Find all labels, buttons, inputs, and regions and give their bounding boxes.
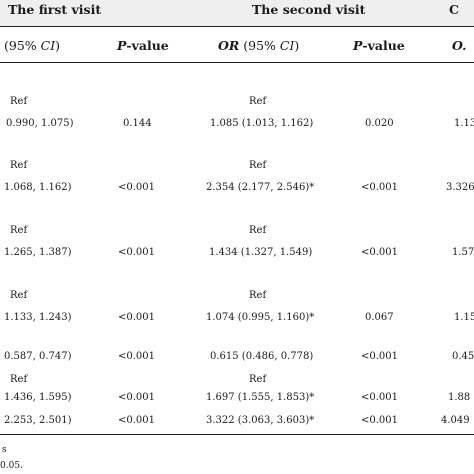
group-header-second-visit: The second visit	[252, 2, 366, 17]
table-cell: <0.001	[118, 351, 156, 362]
table-cell: 1.88	[448, 392, 471, 403]
table-cell: 1.068, 1.162)	[4, 182, 72, 193]
column-header-or-ci-2: OR (95% CI)	[218, 38, 300, 53]
table-cell: Ref	[10, 225, 28, 236]
table-cell: 0.020	[365, 118, 394, 129]
table-cell: 1.13	[454, 118, 474, 129]
table-cell: 4.049	[441, 415, 470, 426]
table-cell: 1.085 (1.013, 1.162)	[210, 118, 314, 129]
table-cell: 0.990, 1.075)	[6, 118, 74, 129]
table-cell: <0.001	[361, 182, 399, 193]
table-cell: <0.001	[361, 247, 399, 258]
table-cell: 1.57	[452, 247, 474, 258]
table-cell: 2.354 (2.177, 2.546)*	[206, 182, 315, 193]
table-cell: 0.067	[365, 312, 394, 323]
table-cell: Ref	[10, 96, 28, 107]
group-header-first-visit: The first visit	[8, 2, 102, 17]
header-rule-top	[0, 26, 474, 27]
table-cell: <0.001	[118, 312, 156, 323]
table-cell: <0.001	[361, 415, 399, 426]
table-bottom-rule	[0, 434, 474, 435]
table-cell: <0.001	[118, 247, 156, 258]
group-header-third-partial: C	[449, 2, 459, 17]
table-cell: 1.697 (1.555, 1.853)*	[206, 392, 315, 403]
table-cell: Ref	[10, 374, 28, 385]
table-cell: 0.615 (0.486, 0.778)	[210, 351, 314, 362]
table-cell: 0.144	[123, 118, 152, 129]
table-cell: Ref	[10, 290, 28, 301]
table-cell: 1.133, 1.243)	[4, 312, 72, 323]
table-cell: Ref	[249, 374, 267, 385]
table-cell: 2.253, 2.501)	[4, 415, 72, 426]
table-cell: Ref	[249, 290, 267, 301]
table-cell: Ref	[249, 225, 267, 236]
table-cell: <0.001	[361, 351, 399, 362]
table-cell: 1.15	[454, 312, 474, 323]
table-cell: Ref	[10, 160, 28, 171]
column-header-or-3-partial: O.	[452, 38, 467, 53]
table-cell: Ref	[249, 96, 267, 107]
column-header-p-value-1: P-value	[117, 38, 169, 53]
table-cell: <0.001	[118, 182, 156, 193]
header-rule-bottom	[0, 62, 474, 63]
table-cell: 1.074 (0.995, 1.160)*	[206, 312, 315, 323]
footnote-1: s	[2, 445, 7, 455]
table-cell: 1.436, 1.595)	[4, 392, 72, 403]
table-cell: 0.45	[452, 351, 474, 362]
table-cell: <0.001	[118, 392, 156, 403]
column-header-ci-1: (95% CI)	[4, 38, 61, 53]
group-header-band	[0, 0, 474, 26]
table-cell: 1.434 (1.327, 1.549)	[209, 247, 313, 258]
table-cell: 0.587, 0.747)	[4, 351, 72, 362]
table-cell: 1.265, 1.387)	[4, 247, 72, 258]
footnote-2: 0.05.	[0, 461, 23, 471]
table-cell: 3.326	[446, 182, 474, 193]
table-cell: Ref	[249, 160, 267, 171]
table-cell: <0.001	[361, 392, 399, 403]
table-cell: <0.001	[118, 415, 156, 426]
table-cell: 3.322 (3.063, 3.603)*	[206, 415, 315, 426]
column-header-p-value-2: P-value	[353, 38, 405, 53]
